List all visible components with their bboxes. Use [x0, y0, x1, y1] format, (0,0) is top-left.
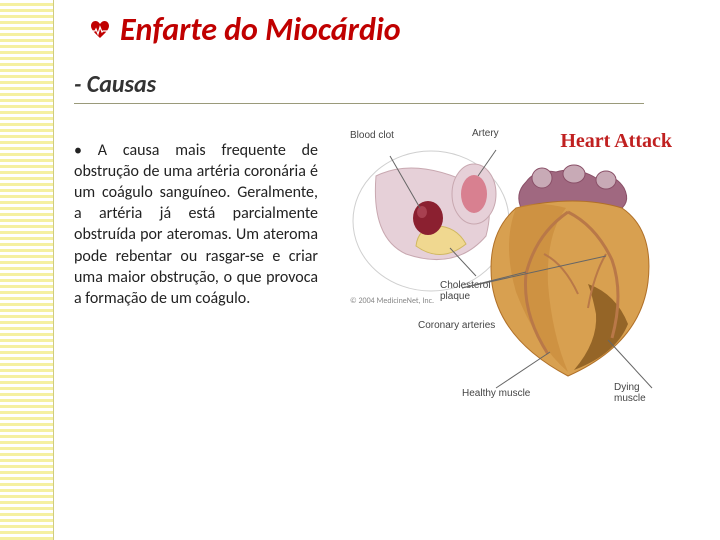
- body-content: A causa mais frequente de obstrução de u…: [74, 141, 318, 308]
- bullet: •: [74, 141, 98, 160]
- label-dying: Dying muscle: [614, 382, 674, 404]
- label-coronary: Coronary arteries: [418, 320, 498, 331]
- label-blood-clot: Blood clot: [350, 130, 394, 141]
- left-pattern-stripe: [0, 0, 54, 540]
- heart-illustration-icon: [456, 164, 680, 402]
- subtitle: - Causas: [74, 70, 156, 99]
- page-title: Enfarte do Miocárdio: [120, 10, 401, 49]
- title-row: Enfarte do Miocárdio: [90, 10, 401, 49]
- heart-bullet-icon: [90, 21, 110, 39]
- label-healthy: Healthy muscle: [462, 388, 530, 399]
- label-artery: Artery: [472, 128, 499, 139]
- subtitle-underline: [74, 103, 644, 104]
- heart-attack-figure: Heart Attack Blood clot Artery Cholester…: [344, 124, 682, 404]
- body-paragraph: • A causa mais frequente de obstrução de…: [74, 140, 318, 309]
- figure-title: Heart Attack: [560, 130, 672, 153]
- figure-credit: © 2004 MedicineNet, Inc.: [350, 296, 434, 306]
